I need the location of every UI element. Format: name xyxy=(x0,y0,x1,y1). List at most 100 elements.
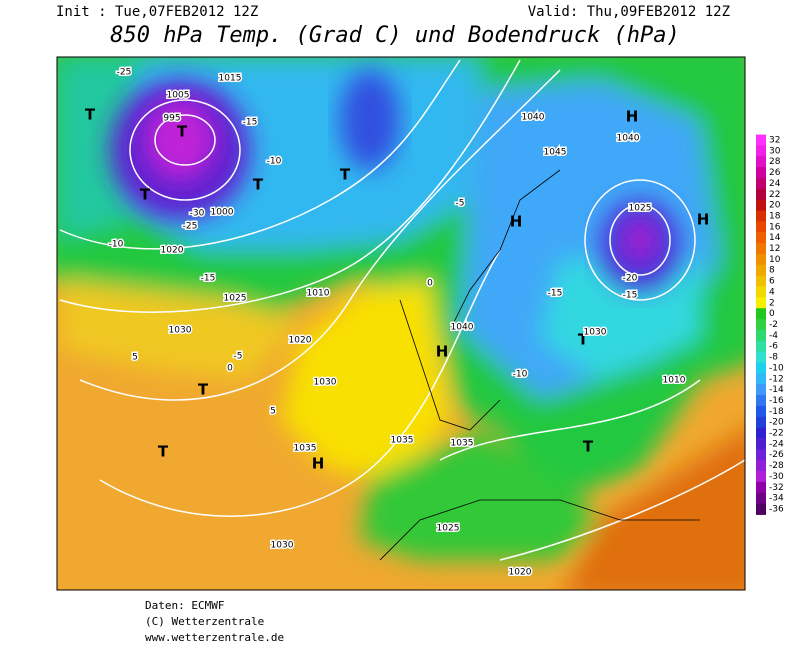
legend-label: 26 xyxy=(769,168,781,178)
contour-label: 1035 xyxy=(294,444,317,454)
pressure-center: H xyxy=(510,213,523,231)
legend-label: -10 xyxy=(769,363,784,373)
legend-swatch xyxy=(756,275,766,288)
contour-label: 1025 xyxy=(629,204,652,214)
legend-label: -36 xyxy=(769,505,784,515)
legend-label: -24 xyxy=(769,439,784,449)
map xyxy=(57,57,745,590)
legend-swatch xyxy=(756,232,766,244)
contour-label: -10 xyxy=(109,240,124,250)
pressure-center: H xyxy=(436,343,449,361)
contour-label: 1010 xyxy=(307,289,330,299)
legend-label: 20 xyxy=(769,201,781,211)
legend-label: 18 xyxy=(769,211,781,221)
legend-label: -16 xyxy=(769,396,784,406)
contour-label: -15 xyxy=(548,289,563,299)
legend-swatch xyxy=(756,438,766,450)
legend-swatch xyxy=(756,471,766,483)
legend-swatch xyxy=(756,188,766,201)
pressure-center: T xyxy=(158,443,169,461)
init-time: Init : Tue,07FEB2012 12Z xyxy=(56,4,258,20)
contour-label: 0 xyxy=(427,279,433,289)
legend-swatch xyxy=(756,395,766,407)
legend-swatch xyxy=(756,416,766,429)
pressure-center: T xyxy=(85,106,96,124)
legend-swatch xyxy=(756,145,766,157)
legend-label: 6 xyxy=(769,277,775,287)
legend-label: 8 xyxy=(769,266,775,276)
legend-label: 30 xyxy=(769,146,781,156)
legend-label: 28 xyxy=(769,157,781,167)
legend-label: -14 xyxy=(769,385,784,395)
legend-label: -8 xyxy=(769,353,778,363)
legend-label: 0 xyxy=(769,309,775,319)
contour-label: -5 xyxy=(456,199,465,209)
title: 850 hPa Temp. (Grad C) und Bodendruck (h… xyxy=(110,23,680,48)
legend-label: -28 xyxy=(769,461,784,471)
contour-label: 1025 xyxy=(224,294,247,304)
legend-label: 4 xyxy=(769,287,775,297)
legend-label: -12 xyxy=(769,374,784,384)
contour-label: -30 xyxy=(190,209,205,219)
contour-label: 1035 xyxy=(391,436,414,446)
contour-label: 5 xyxy=(270,407,276,417)
pressure-center: H xyxy=(697,211,710,229)
contour-label: 1020 xyxy=(509,568,532,578)
pressure-center: T xyxy=(340,166,351,184)
pressure-center: T xyxy=(140,186,151,204)
legend-swatch xyxy=(756,297,766,309)
pressure-center: T xyxy=(578,331,589,349)
map-labels: HHHHHTTTTTTTTT10301030103510351030102010… xyxy=(85,66,710,579)
legend-label: -30 xyxy=(769,472,784,482)
legend-swatch xyxy=(756,492,766,505)
legend-swatch xyxy=(756,156,766,168)
legend-label: 14 xyxy=(769,233,781,243)
legend-label: -20 xyxy=(769,418,784,428)
legend-label: 12 xyxy=(769,244,780,254)
contour-label: -10 xyxy=(513,370,528,380)
contour-label: 0 xyxy=(227,364,233,374)
legend-swatch xyxy=(756,319,766,331)
legend-swatch xyxy=(756,329,766,342)
footer-line: (C) Wetterzentrale xyxy=(145,615,264,628)
contour-label: 1015 xyxy=(219,74,242,84)
legend-swatch xyxy=(756,308,766,320)
contour-label: 1030 xyxy=(584,328,607,338)
legend-label: 32 xyxy=(769,136,780,146)
legend-label: 24 xyxy=(769,179,781,189)
contour-label: 1030 xyxy=(314,378,337,388)
contour-label: 1030 xyxy=(169,326,192,336)
contour-label: 1030 xyxy=(271,541,294,551)
contour-label: -5 xyxy=(234,352,243,362)
legend-label: -34 xyxy=(769,494,784,504)
legend-label: 22 xyxy=(769,190,780,200)
legend-label: 16 xyxy=(769,222,781,232)
legend-swatch xyxy=(756,460,766,472)
legend-swatch xyxy=(756,427,766,439)
contour-label: -25 xyxy=(117,68,132,78)
contour-label: -25 xyxy=(183,222,198,232)
contour-label: 1005 xyxy=(167,91,190,101)
legend-swatch xyxy=(756,340,766,353)
contour-label: -10 xyxy=(267,157,282,167)
contour-label: 1045 xyxy=(544,148,567,158)
legend-swatch xyxy=(756,503,766,515)
pressure-center: H xyxy=(312,455,325,473)
legend-label: -22 xyxy=(769,429,784,439)
legend-swatch xyxy=(756,167,766,179)
legend-swatch xyxy=(756,373,766,385)
legend-label: 2 xyxy=(769,298,775,308)
legend-swatch xyxy=(756,243,766,255)
contour-label: 1040 xyxy=(451,323,474,333)
legend-swatch xyxy=(756,177,766,190)
legend-swatch xyxy=(756,199,766,212)
legend-swatch xyxy=(756,384,766,396)
legend-swatch xyxy=(756,481,766,494)
legend-swatch xyxy=(756,253,766,266)
contour-label: 1020 xyxy=(161,246,184,256)
footer-line: Daten: ECMWF xyxy=(145,599,224,612)
legend-label: -32 xyxy=(769,483,784,493)
contour-label: 5 xyxy=(132,353,138,363)
color-legend: 32302826242220181614121086420-2-4-6-8-10… xyxy=(756,134,784,515)
